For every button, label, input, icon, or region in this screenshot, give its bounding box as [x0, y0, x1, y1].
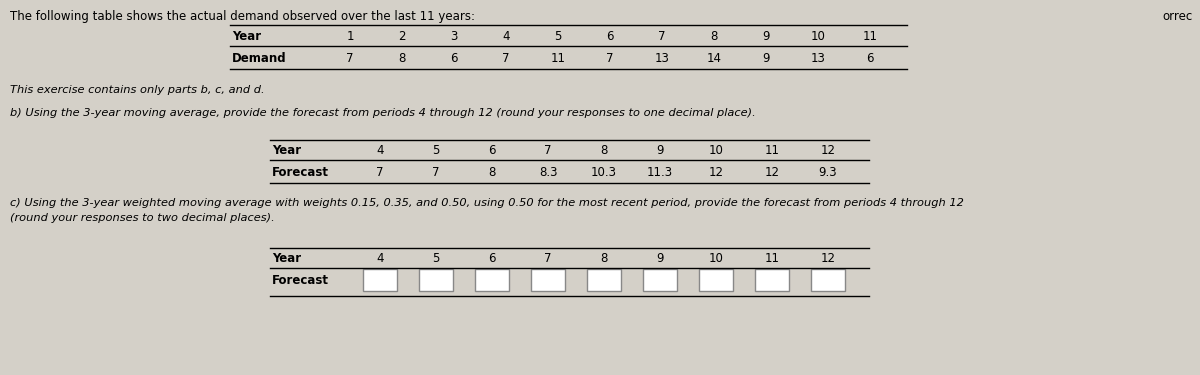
Text: 8: 8 — [488, 165, 496, 178]
Text: 6: 6 — [450, 51, 457, 64]
Text: 5: 5 — [554, 30, 562, 42]
Text: 7: 7 — [545, 252, 552, 264]
Text: 9: 9 — [762, 51, 769, 64]
FancyBboxPatch shape — [755, 269, 790, 291]
Text: 6: 6 — [866, 51, 874, 64]
Text: 9: 9 — [762, 30, 769, 42]
Text: 2: 2 — [398, 30, 406, 42]
Text: 13: 13 — [654, 51, 670, 64]
FancyBboxPatch shape — [419, 269, 454, 291]
FancyBboxPatch shape — [698, 269, 733, 291]
Text: 7: 7 — [545, 144, 552, 156]
FancyBboxPatch shape — [811, 269, 845, 291]
Text: Year: Year — [232, 30, 262, 42]
Text: 5: 5 — [432, 144, 439, 156]
Text: 3: 3 — [450, 30, 457, 42]
Text: 6: 6 — [606, 30, 613, 42]
FancyBboxPatch shape — [643, 269, 677, 291]
Text: 6: 6 — [488, 144, 496, 156]
Text: 4: 4 — [377, 252, 384, 264]
Text: This exercise contains only parts b, c, and d.: This exercise contains only parts b, c, … — [10, 85, 265, 95]
Text: 8: 8 — [710, 30, 718, 42]
Text: c) Using the 3-year weighted moving average with weights 0.15, 0.35, and 0.50, u: c) Using the 3-year weighted moving aver… — [10, 198, 964, 208]
Text: 10: 10 — [708, 252, 724, 264]
Text: 9: 9 — [656, 252, 664, 264]
Text: Year: Year — [272, 252, 301, 264]
Text: 8: 8 — [398, 51, 406, 64]
Text: 11: 11 — [764, 144, 780, 156]
Text: orrec: orrec — [1163, 10, 1193, 23]
Text: 7: 7 — [377, 165, 384, 178]
Text: 10: 10 — [708, 144, 724, 156]
Text: 12: 12 — [821, 144, 835, 156]
Text: 7: 7 — [347, 51, 354, 64]
Text: 10: 10 — [810, 30, 826, 42]
Text: 7: 7 — [503, 51, 510, 64]
Text: 11: 11 — [863, 30, 877, 42]
Text: 6: 6 — [488, 252, 496, 264]
Text: Forecast: Forecast — [272, 165, 329, 178]
Text: 1: 1 — [347, 30, 354, 42]
Text: 7: 7 — [659, 30, 666, 42]
Text: 12: 12 — [708, 165, 724, 178]
Text: Year: Year — [272, 144, 301, 156]
Text: 12: 12 — [764, 165, 780, 178]
Text: 5: 5 — [432, 252, 439, 264]
Text: Demand: Demand — [232, 51, 287, 64]
Text: 8.3: 8.3 — [539, 165, 557, 178]
Text: 8: 8 — [600, 252, 607, 264]
Text: 7: 7 — [432, 165, 439, 178]
FancyBboxPatch shape — [364, 269, 397, 291]
Text: (round your responses to two decimal places).: (round your responses to two decimal pla… — [10, 213, 275, 223]
Text: Forecast: Forecast — [272, 273, 329, 286]
Text: 4: 4 — [503, 30, 510, 42]
Text: 8: 8 — [600, 144, 607, 156]
Text: 12: 12 — [821, 252, 835, 264]
Text: The following table shows the actual demand observed over the last 11 years:: The following table shows the actual dem… — [10, 10, 475, 23]
Text: 9.3: 9.3 — [818, 165, 838, 178]
FancyBboxPatch shape — [475, 269, 509, 291]
Text: 14: 14 — [707, 51, 721, 64]
Text: 11: 11 — [551, 51, 565, 64]
FancyBboxPatch shape — [530, 269, 565, 291]
Text: 11.3: 11.3 — [647, 165, 673, 178]
Text: 10.3: 10.3 — [592, 165, 617, 178]
Text: 4: 4 — [377, 144, 384, 156]
FancyBboxPatch shape — [587, 269, 622, 291]
Text: b) Using the 3-year moving average, provide the forecast from periods 4 through : b) Using the 3-year moving average, prov… — [10, 108, 756, 118]
Text: 13: 13 — [810, 51, 826, 64]
Text: 7: 7 — [606, 51, 613, 64]
Text: 11: 11 — [764, 252, 780, 264]
Text: 9: 9 — [656, 144, 664, 156]
